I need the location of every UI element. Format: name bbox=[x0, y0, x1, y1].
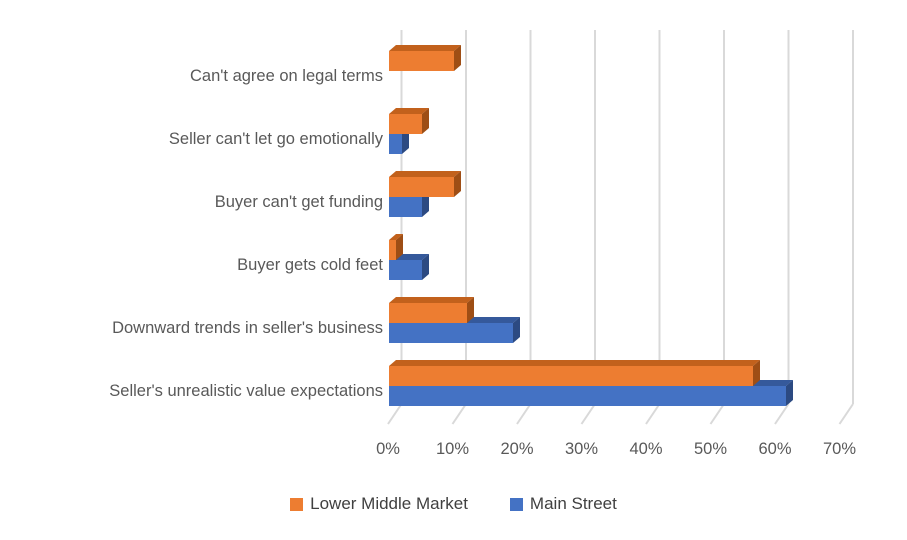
bar-lower-middle-market bbox=[389, 45, 461, 71]
category-label: Buyer can't get funding bbox=[214, 193, 383, 211]
bar-lower-middle-market bbox=[389, 108, 429, 134]
value-tick-label: 30% bbox=[564, 440, 599, 458]
value-tick-label: 0% bbox=[376, 440, 400, 458]
value-tick-label: 50% bbox=[693, 440, 728, 458]
gridline-tick bbox=[451, 403, 467, 425]
legend-swatch-icon bbox=[509, 497, 523, 511]
category-label: Can't agree on legal terms bbox=[189, 67, 383, 85]
bar-lower-middle-market bbox=[389, 297, 474, 323]
gridline-tick bbox=[645, 403, 661, 425]
category-label: Seller's unrealistic value expectations bbox=[109, 382, 383, 400]
bar-lower-middle-market bbox=[389, 234, 403, 260]
legend-label: Lower Middle Market bbox=[310, 494, 468, 513]
value-tick-label: 20% bbox=[500, 440, 534, 458]
legend-swatch-icon bbox=[290, 497, 304, 511]
category-label: Seller can't let go emotionally bbox=[168, 130, 383, 148]
bar-lower-middle-market bbox=[389, 360, 760, 386]
value-tick-label: 60% bbox=[758, 440, 792, 458]
category-label: Buyer gets cold feet bbox=[237, 256, 383, 274]
legend-label: Main Street bbox=[529, 494, 617, 513]
gridline-tick bbox=[838, 403, 854, 425]
gridline-tick bbox=[387, 403, 403, 425]
legend-item: Main Street bbox=[509, 494, 617, 514]
gridline-tick bbox=[709, 403, 725, 425]
value-tick-label: 10% bbox=[435, 440, 470, 458]
gridline-tick bbox=[774, 403, 790, 425]
gridline-tick bbox=[580, 403, 596, 425]
category-label: Downward trends in seller's business bbox=[112, 319, 383, 337]
value-tick-label: 40% bbox=[629, 440, 663, 458]
legend: Lower Middle Market Main Street bbox=[0, 494, 907, 514]
gridline-tick bbox=[516, 403, 532, 425]
legend-item: Lower Middle Market bbox=[290, 494, 468, 514]
bar-lower-middle-market bbox=[389, 171, 461, 197]
value-tick-label: 70% bbox=[822, 440, 857, 458]
